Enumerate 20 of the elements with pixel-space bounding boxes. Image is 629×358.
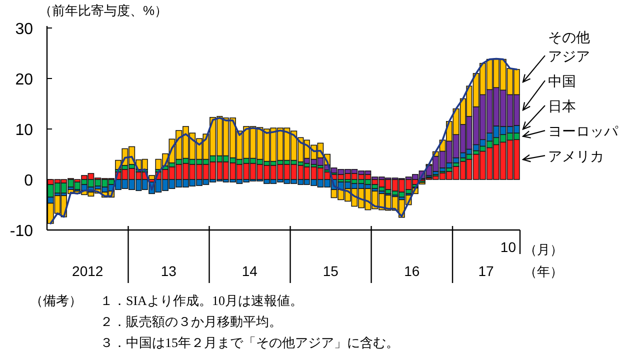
text: １．SIAより作成。10月は速報値。: [100, 293, 303, 308]
x-tick-label: 14: [242, 263, 258, 279]
text: （月）: [524, 242, 563, 257]
x-tick-label: 2012: [72, 263, 104, 279]
text: ３．中国は15年２月まで「その他アジア」に含む。: [100, 335, 399, 350]
x-tick-label: 16: [404, 263, 420, 279]
y-tick-label: 20: [15, 72, 34, 88]
x-tick-label: 13: [160, 263, 177, 279]
x-tick-label: 17: [478, 263, 494, 279]
text: 10: [500, 239, 516, 255]
y-tick-label: 0: [24, 172, 34, 190]
text: ２．販売額の３か月移動平均。: [100, 314, 282, 329]
series-name-label: アメリカ: [522, 148, 604, 164]
y-tick-label: -10: [10, 223, 34, 240]
y-axis-title: （前年比寄与度、%）: [39, 3, 168, 18]
text: （年）: [524, 264, 563, 279]
y-tick-label: 30: [15, 21, 34, 38]
text: （備考）: [30, 293, 82, 308]
y-tick-label: 10: [15, 122, 34, 139]
x-tick-label: 15: [322, 263, 339, 279]
